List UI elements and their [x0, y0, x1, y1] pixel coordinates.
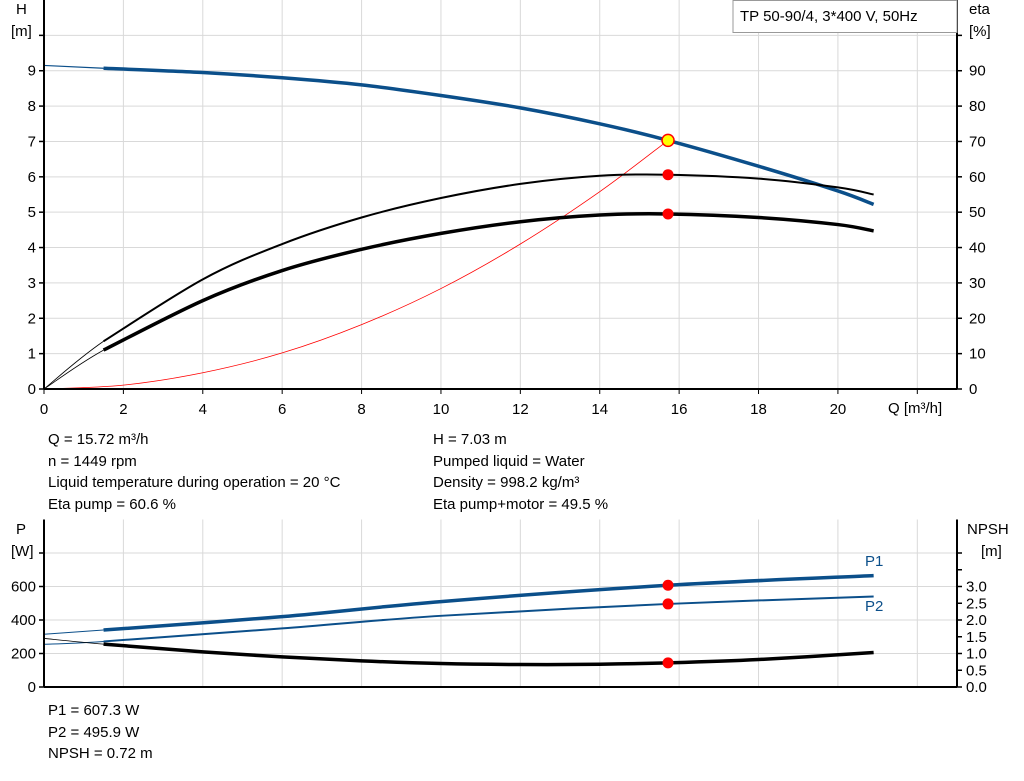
p2-marker: [662, 598, 674, 610]
h-tick-label: 1: [28, 346, 36, 363]
info-eta-total: Eta pump+motor = 49.5 %: [433, 495, 609, 513]
p2-curve-extrapolation: [43, 640, 104, 645]
q-tick-label: 18: [750, 401, 767, 418]
h-tick-label: 3: [28, 275, 36, 292]
info-density: Density = 998.2 kg/m³: [433, 474, 580, 491]
npsh-tick-label: 1.0: [966, 646, 987, 663]
npsh-tick-label: 2.0: [966, 612, 987, 629]
q-tick-label: 8: [357, 401, 365, 418]
q-tick-label: 0: [40, 401, 48, 418]
info-eta-pump: Eta pump = 60.6 %: [48, 495, 176, 513]
curves: [43, 64, 875, 669]
info-n: n = 1449 rpm: [48, 452, 137, 470]
q-tick-label: 4: [199, 401, 207, 418]
p-axis-unit: [W]: [11, 543, 34, 560]
h-axis-title: H: [16, 1, 27, 18]
npsh-tick-label: 0.5: [966, 662, 987, 679]
legend-p1: P1: [865, 553, 883, 570]
eta-tick-label: 50: [969, 204, 986, 221]
h-tick-label: 2: [28, 310, 36, 327]
info-top-left: Q = 15.72 m³/h n = 1449 rpm Liquid tempe…: [48, 429, 340, 515]
npsh-marker: [662, 657, 674, 669]
info-temp: Liquid temperature during operation = 20…: [48, 474, 341, 491]
h-axis-unit: [m]: [11, 23, 32, 40]
q-tick-label: 2: [119, 401, 127, 418]
eta-axis-title: eta: [969, 1, 991, 18]
npsh-tick-label: 3.0: [966, 579, 987, 596]
eta-total-marker: [662, 208, 674, 220]
info-liquid: Pumped liquid = Water: [433, 452, 585, 470]
eta-pump-curve-extrapolation: [43, 340, 104, 390]
eta-pump-curve: [103, 173, 874, 343]
title-box: [732, 0, 958, 33]
info-p1: P1 = 607.3 W: [48, 702, 140, 719]
q-tick-label: 14: [591, 401, 608, 418]
h-tick-label: 9: [28, 63, 36, 80]
info-npsh: NPSH = 0.72 m: [48, 745, 153, 762]
p1-curve: [103, 573, 874, 632]
p-tick-label: 0: [28, 679, 36, 696]
eta-tick-label: 40: [969, 240, 986, 257]
title-text: TP 50-90/4, 3*400 V, 50Hz: [740, 8, 918, 25]
eta-axis-unit: [%]: [969, 23, 991, 40]
info-top-right: H = 7.03 m Pumped liquid = Water Density…: [433, 429, 608, 515]
h-tick-label: 5: [28, 204, 36, 221]
eta-tick-label: 80: [969, 98, 986, 115]
q-tick-label: 16: [671, 401, 688, 418]
eta-total-curve: [102, 212, 874, 352]
q-tick-label: 6: [278, 401, 286, 418]
p-tick-label: 200: [11, 646, 36, 663]
grid-bottom: [43, 519, 957, 687]
p-axis-title: P: [16, 521, 26, 538]
npsh-tick-label: 1.5: [966, 629, 987, 646]
eta-tick-label: 90: [969, 63, 986, 80]
npsh-axis-title: NPSH: [967, 521, 1009, 538]
p2-curve: [103, 595, 874, 643]
p-tick-label: 600: [11, 579, 36, 596]
eta-total-curve-extrapolation: [43, 349, 104, 390]
h-tick-label: 8: [28, 98, 36, 115]
axes: [39, 0, 962, 688]
p1-marker: [662, 579, 674, 591]
grid-top: [43, 0, 957, 389]
npsh-tick-label: 2.5: [966, 595, 987, 612]
eta-tick-label: 20: [969, 310, 986, 327]
eta-tick-label: 30: [969, 275, 986, 292]
system-curve: [43, 140, 669, 390]
h-tick-label: 4: [28, 240, 36, 257]
legend-p2: P2: [865, 598, 883, 615]
eta-tick-label: 0: [969, 381, 977, 398]
info-q: Q = 15.72 m³/h: [48, 431, 149, 448]
eta-tick-label: 70: [969, 133, 986, 150]
q-tick-label: 20: [830, 401, 847, 418]
info-h: H = 7.03 m: [433, 431, 507, 448]
h-tick-label: 7: [28, 133, 36, 150]
info-bottom: P1 = 607.3 W P2 = 495.9 W NPSH = 0.72 m: [48, 700, 153, 765]
head-curve: [103, 66, 875, 207]
npsh-tick-label: 0.0: [966, 679, 987, 696]
eta-pump-marker: [662, 169, 674, 181]
q-tick-label: 10: [433, 401, 450, 418]
npsh-curve-extrapolation: [43, 638, 104, 645]
npsh-curve: [103, 642, 874, 667]
eta-tick-label: 60: [969, 169, 986, 186]
eta-tick-label: 10: [969, 346, 986, 363]
p-tick-label: 400: [11, 612, 36, 629]
q-tick-label: 12: [512, 401, 529, 418]
duty-point-marker: [661, 133, 675, 148]
h-tick-label: 0: [28, 381, 36, 398]
p1-curve-extrapolation: [43, 629, 104, 635]
info-p2: P2 = 495.9 W: [48, 723, 140, 741]
npsh-axis-unit: [m]: [981, 543, 1002, 560]
q-axis-title: Q [m³/h]: [888, 400, 942, 417]
head-curve-extrapolation: [43, 64, 104, 69]
h-tick-label: 6: [28, 169, 36, 186]
